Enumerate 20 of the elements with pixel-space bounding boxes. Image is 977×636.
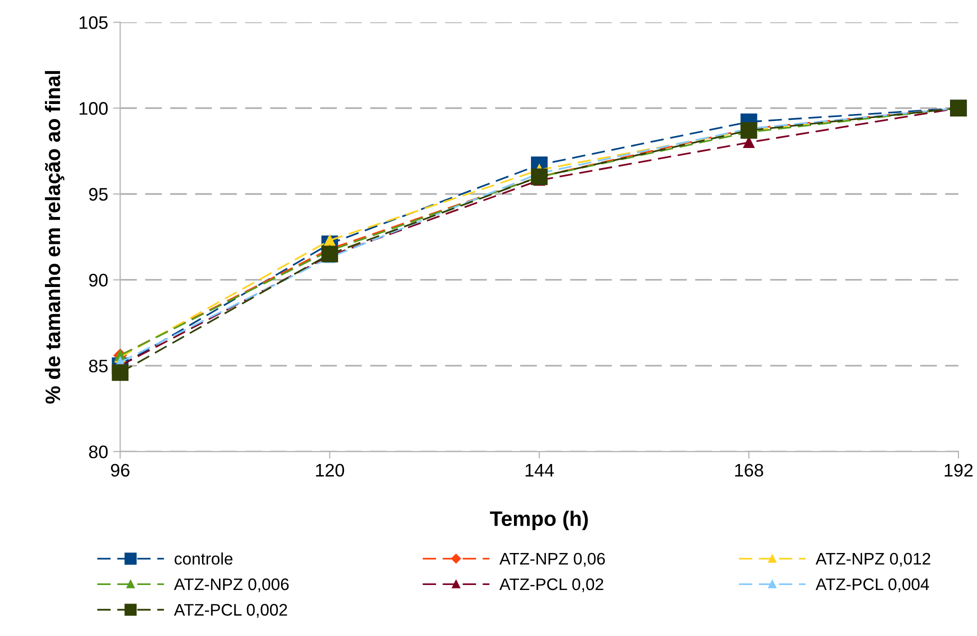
y-tick-label: 105 xyxy=(80,16,108,29)
x-tick-label: 144 xyxy=(526,464,554,476)
x-tick-label: 192 xyxy=(944,464,973,477)
legend-label: ATZ-NPZ 0,006 xyxy=(174,578,289,592)
x-axis-title: Tempo (h) xyxy=(490,510,588,530)
legend-label: ATZ-PCL 0,004 xyxy=(816,578,930,592)
legend-label: ATZ-PCL 0,002 xyxy=(174,604,288,618)
legend-label: ATZ-NPZ 0,012 xyxy=(816,552,930,567)
y-tick-label: 80 xyxy=(89,445,108,458)
x-tick-label: 96 xyxy=(110,464,130,477)
legend-label: controle xyxy=(174,552,232,565)
legend-label: ATZ-PCL 0,02 xyxy=(499,578,604,592)
y-tick-label: 90 xyxy=(89,274,108,287)
x-tick-label: 168 xyxy=(735,464,764,477)
x-tick-label: 120 xyxy=(316,464,344,477)
y-tick-label: 100 xyxy=(80,102,108,115)
y-axis-title: % de tamanho em relação ao final xyxy=(44,71,64,404)
legend-label: ATZ-NPZ 0,06 xyxy=(499,552,605,567)
y-tick-label: 85 xyxy=(89,360,108,372)
y-tick-label: 95 xyxy=(89,188,108,201)
